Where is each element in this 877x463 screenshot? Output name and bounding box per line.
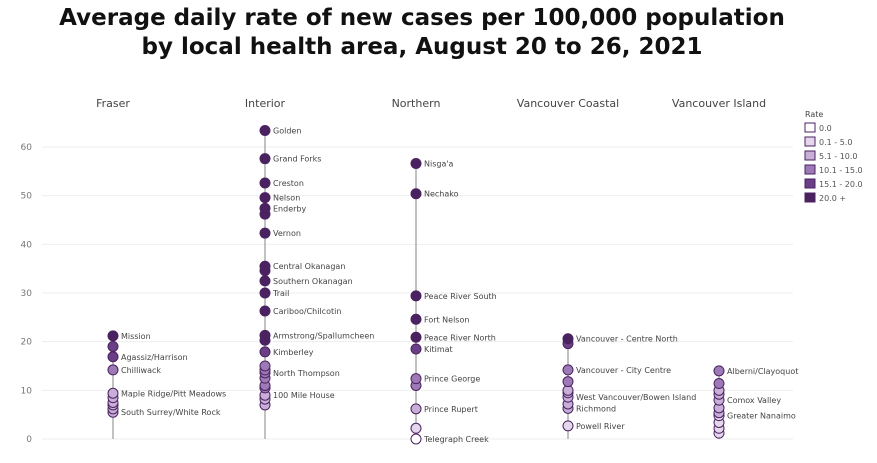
legend-swatch xyxy=(804,136,816,147)
data-point xyxy=(713,378,725,390)
point-label: Golden xyxy=(273,126,301,135)
region-label: Fraser xyxy=(96,97,130,110)
point-label: Kitimat xyxy=(424,345,453,354)
point-label: North Thompson xyxy=(273,369,340,378)
data-point xyxy=(410,313,422,325)
legend-label: 20.0 + xyxy=(819,194,846,203)
point-label: Nisga'a xyxy=(424,160,454,169)
point-label: Greater Nanaimo xyxy=(727,412,796,421)
point-label: Cariboo/Chilcotin xyxy=(273,307,341,316)
point-label: Enderby xyxy=(273,204,306,213)
point-label: Fort Nelson xyxy=(424,315,469,324)
legend-label: 10.1 - 15.0 xyxy=(819,166,863,175)
point-label: West Vancouver/Bowen Island xyxy=(576,393,696,402)
legend-swatch xyxy=(804,150,816,161)
point-label: Peace River North xyxy=(424,333,496,342)
data-point xyxy=(410,373,422,385)
data-point xyxy=(107,341,119,353)
data-point xyxy=(259,227,271,239)
data-point xyxy=(259,287,271,299)
region-label: Interior xyxy=(245,97,286,110)
data-point xyxy=(107,387,119,399)
data-point xyxy=(562,420,574,432)
data-point xyxy=(410,188,422,200)
data-point xyxy=(410,331,422,343)
data-point xyxy=(410,158,422,170)
point-label: Powell River xyxy=(576,422,625,431)
legend-swatch xyxy=(804,164,816,175)
y-tick-label: 30 xyxy=(21,289,33,299)
point-label: Comox Valley xyxy=(727,396,781,405)
point-label: Agassiz/Harrison xyxy=(121,353,188,362)
point-label: Chilliwack xyxy=(121,366,161,375)
point-label: 100 Mile House xyxy=(273,391,335,400)
point-label: Kimberley xyxy=(273,348,314,357)
point-label: Vancouver - Centre North xyxy=(576,335,678,344)
legend-swatch xyxy=(804,192,816,203)
point-label: Trail xyxy=(272,289,289,298)
data-point xyxy=(259,124,271,136)
data-point xyxy=(562,364,574,376)
data-point xyxy=(410,403,422,415)
data-point xyxy=(562,333,574,345)
legend-label: 15.1 - 20.0 xyxy=(819,180,863,189)
point-label: Creston xyxy=(273,179,304,188)
legend-label: 0.1 - 5.0 xyxy=(819,138,852,147)
legend-label: 5.1 - 10.0 xyxy=(819,152,858,161)
data-point xyxy=(259,360,271,372)
data-point xyxy=(259,275,271,287)
data-point xyxy=(562,376,574,388)
data-point xyxy=(713,365,725,377)
data-point xyxy=(259,260,271,272)
point-label: Maple Ridge/Pitt Meadows xyxy=(121,389,226,398)
point-label: Armstrong/Spallumcheen xyxy=(273,331,374,340)
data-point xyxy=(107,364,119,376)
point-label: Richmond xyxy=(576,404,616,413)
data-point xyxy=(259,192,271,204)
point-label: Vancouver - City Centre xyxy=(576,366,671,375)
chart-title: Average daily rate of new cases per 100,… xyxy=(0,4,844,62)
legend-title: Rate xyxy=(805,110,823,119)
data-point xyxy=(410,343,422,355)
data-point xyxy=(107,330,119,342)
data-point xyxy=(259,153,271,165)
chart-title-line-2: by local health area, August 20 to 26, 2… xyxy=(141,34,703,60)
y-tick-label: 50 xyxy=(21,192,33,202)
point-label: Telegraph Creek xyxy=(423,435,489,444)
data-point xyxy=(107,351,119,363)
y-tick-label: 40 xyxy=(21,240,33,250)
point-label: Nelson xyxy=(273,194,300,203)
data-point xyxy=(410,422,422,434)
chart-title-line-1: Average daily rate of new cases per 100,… xyxy=(59,5,785,31)
point-label: Prince George xyxy=(424,375,480,384)
y-tick-label: 10 xyxy=(21,386,33,396)
data-point xyxy=(410,433,422,445)
region-label: Vancouver Coastal xyxy=(517,97,619,110)
region-label: Northern xyxy=(392,97,441,110)
point-label: Vernon xyxy=(273,229,301,238)
data-point xyxy=(259,346,271,358)
legend-swatch xyxy=(804,122,816,133)
point-label: Grand Forks xyxy=(273,155,321,164)
point-label: Mission xyxy=(121,332,151,341)
point-label: Prince Rupert xyxy=(424,405,478,414)
data-point xyxy=(259,177,271,189)
y-tick-label: 0 xyxy=(26,435,32,445)
legend-swatch xyxy=(804,178,816,189)
legend-label: 0.0 xyxy=(819,124,832,133)
point-label: Nechako xyxy=(424,190,459,199)
point-label: Central Okanagan xyxy=(273,262,345,271)
data-point xyxy=(259,305,271,317)
point-label: South Surrey/White Rock xyxy=(121,408,221,417)
y-tick-label: 60 xyxy=(21,143,33,153)
point-label: Peace River South xyxy=(424,292,497,301)
point-label: Alberni/Clayoquot xyxy=(727,367,798,376)
region-label: Vancouver Island xyxy=(672,97,766,110)
data-point xyxy=(410,290,422,302)
y-tick-label: 20 xyxy=(21,338,33,348)
data-point xyxy=(259,329,271,341)
data-point xyxy=(259,202,271,214)
point-label: Southern Okanagan xyxy=(273,277,353,286)
